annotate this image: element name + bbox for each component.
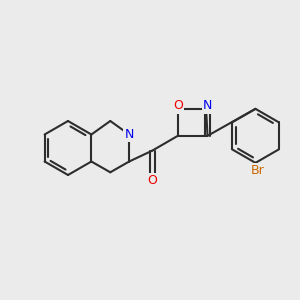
Text: N: N xyxy=(203,99,212,112)
Text: O: O xyxy=(147,174,157,187)
Text: Br: Br xyxy=(250,164,264,177)
Text: O: O xyxy=(173,99,183,112)
Text: N: N xyxy=(124,128,134,141)
